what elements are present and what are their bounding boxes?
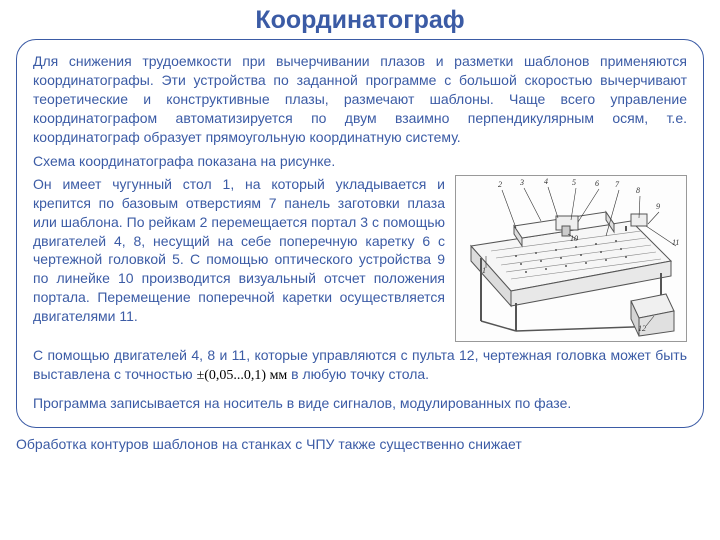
diagram-label-2: 2 (498, 180, 502, 189)
diagram-label-8: 8 (636, 186, 640, 195)
diagram-label-11: 11 (672, 238, 679, 247)
diagram-label-5: 5 (572, 178, 576, 187)
content-card: Для снижения трудоемкости при вычерчиван… (16, 39, 704, 428)
diagram-label-1: 1 (482, 266, 486, 275)
intro-paragraph: Для снижения трудоемкости при вычерчиван… (33, 52, 687, 146)
diagram-label-3: 3 (520, 178, 524, 187)
diagram-label-4: 4 (544, 177, 548, 186)
diagram-label-12: 12 (638, 324, 646, 333)
cutoff-line: Обработка контуров шаблонов на станках с… (16, 436, 704, 452)
two-column-row: Он имеет чугунный стол 1, на который укл… (33, 175, 687, 342)
page-title: Координатограф (0, 6, 720, 35)
diagram-label-10: 10 (570, 234, 578, 243)
diagram-label-6: 6 (595, 179, 599, 188)
schema-caption: Схема координатографа показана на рисунк… (33, 152, 687, 171)
coordinatograph-diagram: 1 2 3 4 5 6 7 8 9 10 11 12 (455, 175, 687, 342)
accuracy-paragraph: С помощью двигателей 4, 8 и 11, которые … (33, 346, 687, 386)
description-paragraph: Он имеет чугунный стол 1, на который укл… (33, 175, 445, 342)
tolerance-value: ±(0,05...0,1) мм (197, 368, 288, 383)
diagram-label-9: 9 (656, 202, 660, 211)
slide: Координатограф Для снижения трудоемкости… (0, 6, 720, 540)
program-paragraph: Программа записывается на носитель в вид… (33, 394, 687, 413)
accuracy-post: в любую точку стола. (287, 366, 429, 382)
diagram-label-7: 7 (615, 180, 619, 189)
diagram-svg (456, 176, 686, 341)
